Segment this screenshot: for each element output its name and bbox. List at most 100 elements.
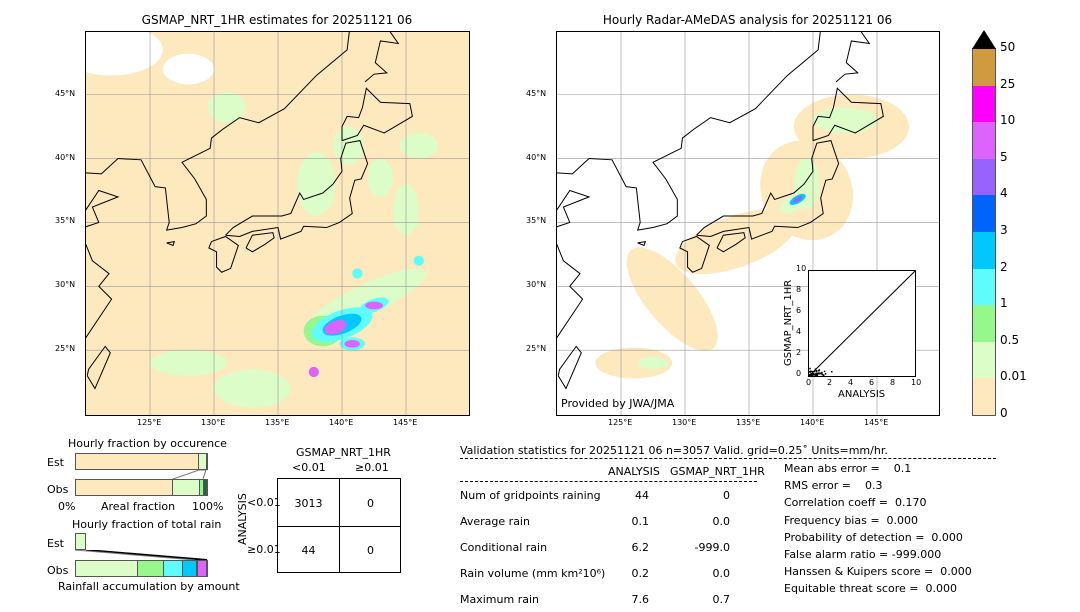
lat-tick: 25°N: [526, 344, 547, 354]
scatter-ylabel: GSMAP_NRT_1HR: [783, 279, 794, 366]
contingency-col-label: ≥0.01: [355, 461, 389, 474]
gsmap-map: [85, 31, 470, 416]
scatter-point: [818, 369, 821, 371]
colorbar-tick: 1: [1000, 296, 1008, 311]
scatter-point: [809, 374, 811, 376]
coastline: [557, 189, 591, 339]
scatter-inset: [808, 270, 916, 377]
scatter-point: [814, 368, 817, 370]
lon-tick: 130°E: [201, 418, 226, 427]
stat-gsmap-value: 0.7: [712, 593, 731, 606]
coastline: [835, 32, 871, 83]
precip-area: [162, 53, 214, 85]
occurrence-obs-label: Obs: [47, 483, 69, 496]
bar-segment: [197, 561, 207, 576]
colorbar-segment: [973, 195, 995, 232]
colorbar-tick: 5: [1000, 149, 1008, 164]
scatter-point: [816, 370, 818, 372]
coastline: [86, 189, 120, 339]
scatter-point: [809, 371, 812, 373]
colorbar-segment: [973, 49, 995, 86]
score-text: Equitable threat score = 0.000: [784, 582, 957, 596]
stat-label: Average rain: [460, 515, 530, 528]
lat-tick: 40°N: [55, 152, 76, 162]
coastline: [208, 235, 239, 273]
lat-tick: 35°N: [526, 216, 547, 226]
scatter-point: [821, 371, 823, 374]
stat-label: Rain volume (mm km²10⁶): [460, 567, 606, 580]
lon-tick: 135°E: [736, 418, 761, 427]
bar-segment: [76, 480, 173, 495]
bar-segment: [76, 561, 138, 576]
left-map-title: GSMAP_NRT_1HR estimates for 20251121 06: [141, 13, 413, 27]
scatter-x-tick: 0: [806, 378, 812, 387]
stats-header: Validation statistics for 20251121 06 n=…: [460, 444, 888, 457]
colorbar-tick: 0: [1000, 406, 1008, 420]
scatter-point: [821, 373, 824, 376]
cell: 44: [301, 544, 316, 557]
bar-segment: [137, 561, 164, 576]
lat-tick: 45°N: [55, 88, 76, 98]
stat-analysis-value: 0.2: [631, 567, 650, 580]
contingency-col-label: <0.01: [292, 461, 326, 474]
lon-tick: 140°E: [329, 418, 354, 427]
total-rain-est-label: Est: [47, 537, 64, 550]
total-rain-obs-label: Obs: [47, 564, 69, 577]
precip-area: [626, 247, 718, 351]
stat-analysis-value: 7.6: [631, 593, 650, 606]
coastline: [637, 240, 647, 247]
colorbar: [972, 48, 996, 416]
precip-area: [793, 196, 803, 203]
contingency-title: GSMAP_NRT_1HR: [296, 446, 391, 459]
scatter-y-tick: 2: [796, 348, 802, 357]
lat-tick: 40°N: [526, 152, 547, 162]
colorbar-tick: 0.5: [1000, 332, 1020, 347]
scatter-x-tick: 8: [890, 378, 896, 387]
precip-area: [308, 366, 319, 378]
score-text: Frequency bias = 0.000: [784, 513, 919, 527]
bar-segment: [163, 561, 184, 576]
score-text: False alarm ratio = -999.000: [784, 548, 942, 561]
precip-area: [344, 339, 360, 348]
precip-area: [207, 92, 246, 123]
occurrence-xmin: 0%: [58, 500, 76, 513]
scatter-y-tick: 6: [796, 306, 802, 315]
cell: 0: [367, 544, 374, 557]
total-rain-obs-bar: [75, 560, 208, 577]
score-text: Hanssen & Kuipers score = 0.000: [784, 565, 972, 579]
scatter-point: [815, 373, 817, 376]
colorbar-tick: 10: [1000, 113, 1016, 128]
colorbar-segment: [973, 232, 995, 269]
scatter-point: [815, 369, 817, 372]
occurrence-est-label: Est: [47, 456, 64, 469]
lon-tick: 125°E: [608, 418, 633, 427]
lon-tick: 130°E: [672, 418, 697, 427]
scatter-x-tick: 6: [869, 378, 875, 387]
scatter-y-tick: 0: [796, 369, 802, 378]
one-to-one-line: [808, 270, 916, 377]
scatter-x-tick: 4: [848, 378, 854, 387]
scatter-point: [823, 374, 825, 376]
lat-tick: 30°N: [526, 280, 547, 290]
cell: 3013: [294, 497, 323, 510]
contingency-row-label: <0.01: [247, 496, 281, 509]
stat-gsmap-value: 0.0: [712, 515, 731, 528]
scatter-point: [811, 370, 813, 373]
precip-area: [150, 350, 227, 376]
score-text: Mean abs error = 0.1: [784, 462, 912, 475]
precip-area: [413, 255, 424, 266]
precip-area: [214, 369, 291, 408]
coastline: [679, 235, 710, 273]
precip-area: [297, 152, 336, 217]
scatter-point: [811, 374, 813, 376]
cell: 0: [367, 497, 374, 510]
scatter-point: [824, 373, 827, 375]
scatter-plot: [808, 270, 916, 377]
occurrence-obs-bar: [75, 479, 208, 496]
stat-label: Conditional rain: [460, 541, 548, 554]
scatter-point: [813, 370, 816, 373]
coastline: [166, 240, 176, 247]
scatter-point: [830, 370, 833, 373]
colorbar-tick: 2: [1000, 259, 1008, 274]
precip-area: [352, 268, 363, 279]
